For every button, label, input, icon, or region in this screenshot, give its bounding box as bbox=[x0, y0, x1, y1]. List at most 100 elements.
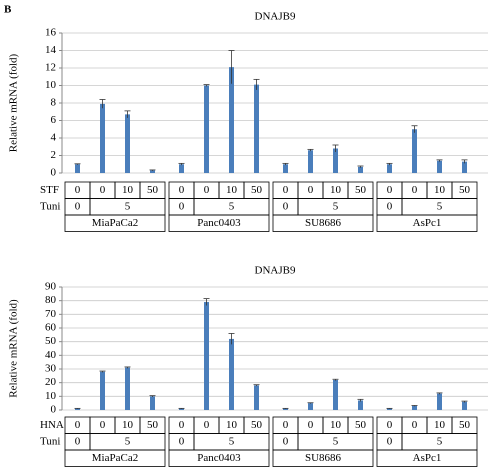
y-tick-label: 16 bbox=[45, 27, 57, 39]
chart-title: DNAJB9 bbox=[255, 265, 296, 277]
bar bbox=[75, 164, 80, 173]
table-text: 5 bbox=[437, 200, 443, 212]
bar bbox=[229, 67, 234, 173]
y-tick-label: 50 bbox=[45, 335, 57, 347]
y-tick-label: 60 bbox=[45, 322, 57, 334]
table-text: 50 bbox=[459, 419, 471, 431]
table-cell bbox=[376, 449, 478, 467]
y-tick-label: 12 bbox=[45, 62, 56, 74]
table-text: 50 bbox=[147, 184, 159, 196]
table-text: 0 bbox=[387, 200, 393, 212]
table-text: 0 bbox=[412, 184, 418, 196]
group-name: Panc0403 bbox=[197, 217, 241, 229]
table-text: 50 bbox=[355, 419, 367, 431]
table-text: 0 bbox=[100, 419, 106, 431]
table-text: 0 bbox=[179, 184, 185, 196]
bar bbox=[308, 150, 313, 173]
table-text: 0 bbox=[179, 419, 185, 431]
row-label: STF bbox=[40, 184, 59, 196]
bar bbox=[204, 85, 209, 173]
table-cell bbox=[272, 214, 374, 232]
bar bbox=[100, 103, 105, 173]
table-text: 50 bbox=[147, 419, 159, 431]
y-axis-label: Relative mRNA (fold) bbox=[8, 53, 20, 152]
table-cell bbox=[272, 449, 374, 467]
table-cell bbox=[376, 214, 478, 232]
table-text: 50 bbox=[251, 184, 263, 196]
row-label: Tuni bbox=[40, 435, 60, 447]
table-cell bbox=[168, 214, 270, 232]
bar bbox=[75, 408, 80, 410]
bar bbox=[462, 161, 467, 173]
y-tick-label: 10 bbox=[45, 390, 57, 402]
bar bbox=[283, 164, 288, 173]
table-text: 50 bbox=[355, 184, 367, 196]
y-tick-label: 0 bbox=[51, 404, 57, 416]
bar bbox=[387, 164, 392, 173]
group-name: MiaPaCa2 bbox=[92, 217, 138, 229]
table-text: 0 bbox=[283, 200, 289, 212]
group-name: AsPc1 bbox=[413, 452, 442, 464]
y-tick-label: 10 bbox=[45, 79, 57, 91]
table-text: 0 bbox=[283, 419, 289, 431]
table-text: 0 bbox=[283, 184, 289, 196]
y-tick-label: 30 bbox=[45, 363, 57, 375]
bar bbox=[283, 408, 288, 410]
table-text: 0 bbox=[204, 419, 210, 431]
y-tick-label: 4 bbox=[51, 132, 57, 144]
table-text: 0 bbox=[179, 200, 185, 212]
table-cell bbox=[168, 449, 270, 467]
row-label: HNA bbox=[40, 419, 64, 431]
table-text: 0 bbox=[387, 435, 393, 447]
table-text: 0 bbox=[308, 419, 314, 431]
table-text: 0 bbox=[75, 419, 81, 431]
chart-title: DNAJB9 bbox=[255, 11, 296, 23]
bar bbox=[179, 164, 184, 173]
y-tick-label: 20 bbox=[45, 376, 57, 388]
bar bbox=[333, 379, 338, 410]
bar bbox=[308, 403, 313, 410]
table-text: 10 bbox=[122, 419, 134, 431]
bar bbox=[358, 166, 363, 173]
table-text: 0 bbox=[75, 200, 81, 212]
bar bbox=[100, 371, 105, 410]
table-text: 50 bbox=[251, 419, 263, 431]
y-tick-label: 70 bbox=[45, 308, 57, 320]
table-text: 0 bbox=[204, 184, 210, 196]
bar bbox=[358, 400, 363, 410]
bar bbox=[125, 114, 130, 173]
table-text: 0 bbox=[412, 419, 418, 431]
y-tick-label: 8 bbox=[51, 97, 57, 109]
bar bbox=[333, 148, 338, 173]
table-text: 10 bbox=[122, 184, 134, 196]
bar bbox=[204, 302, 209, 410]
table-text: 50 bbox=[459, 184, 471, 196]
table-text: 5 bbox=[125, 435, 131, 447]
table-text: 10 bbox=[330, 419, 342, 431]
table-text: 0 bbox=[75, 184, 81, 196]
y-tick-label: 6 bbox=[51, 114, 57, 126]
table-cell bbox=[64, 214, 166, 232]
bar bbox=[179, 408, 184, 410]
y-tick-label: 80 bbox=[45, 294, 57, 306]
y-tick-label: 2 bbox=[51, 149, 57, 161]
bar bbox=[462, 401, 467, 410]
table-text: 10 bbox=[330, 184, 342, 196]
group-name: Panc0403 bbox=[197, 452, 241, 464]
panel-label: B bbox=[4, 4, 12, 16]
table-text: 10 bbox=[434, 419, 446, 431]
group-name: MiaPaCa2 bbox=[92, 452, 138, 464]
table-text: 0 bbox=[308, 184, 314, 196]
group-name: AsPc1 bbox=[413, 217, 442, 229]
table-text: 10 bbox=[434, 184, 446, 196]
table-text: 5 bbox=[333, 200, 339, 212]
bar bbox=[254, 385, 259, 410]
table-cell bbox=[64, 449, 166, 467]
bar bbox=[229, 338, 234, 410]
table-text: 10 bbox=[226, 184, 238, 196]
table-text: 0 bbox=[387, 184, 393, 196]
table-text: 5 bbox=[229, 200, 235, 212]
y-tick-label: 0 bbox=[51, 167, 57, 179]
bar bbox=[437, 393, 442, 410]
